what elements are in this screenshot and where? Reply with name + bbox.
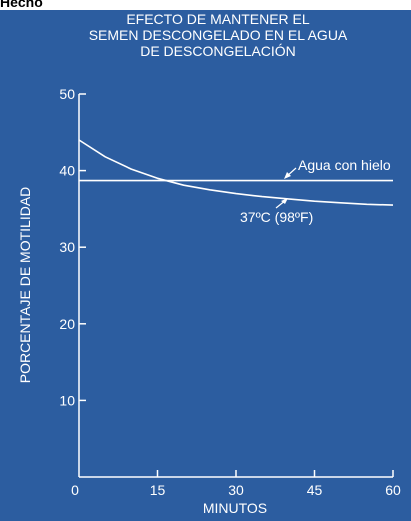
y-axis-label: PORCENTAJE DE MOTILIDAD <box>17 187 33 384</box>
x-tick-label-30: 30 <box>228 482 244 498</box>
x-tick-label-15: 15 <box>150 482 166 498</box>
x-tick-label-45: 45 <box>307 482 323 498</box>
y-tick-label-10: 10 <box>59 392 75 408</box>
title-line-2: SEMEN DESCONGELADO EN EL AGUA <box>89 27 348 43</box>
x-tick-label-0: 0 <box>71 482 79 498</box>
arrowhead-agua-con-hielo <box>284 172 291 179</box>
y-tick-label-50: 50 <box>59 86 75 102</box>
series-layer <box>78 139 394 206</box>
arrowhead-37c <box>281 198 288 204</box>
y-tick-label-40: 40 <box>59 163 75 179</box>
y-tick-label-20: 20 <box>59 316 75 332</box>
y-ticks: 10 20 30 40 50 <box>59 86 86 408</box>
chart-title: EFECTO DE MANTENER EL SEMEN DESCONGELADO… <box>89 11 348 59</box>
title-line-1: EFECTO DE MANTENER EL <box>126 11 310 27</box>
x-tick-label-60: 60 <box>385 482 401 498</box>
chart-panel <box>0 10 411 521</box>
x-axis-label: MINUTOS <box>203 500 267 516</box>
x-ticks: 0 15 30 45 60 <box>71 470 401 498</box>
y-tick-label-30: 30 <box>59 239 75 255</box>
label-37c: 37ºC (98ºF) <box>240 209 313 225</box>
title-line-3: DE DESCONGELACIÓN <box>140 43 296 59</box>
header-fragment: Hecho <box>0 0 43 10</box>
label-agua-con-hielo: Agua con hielo <box>298 157 391 173</box>
series-line-37c <box>78 139 394 206</box>
